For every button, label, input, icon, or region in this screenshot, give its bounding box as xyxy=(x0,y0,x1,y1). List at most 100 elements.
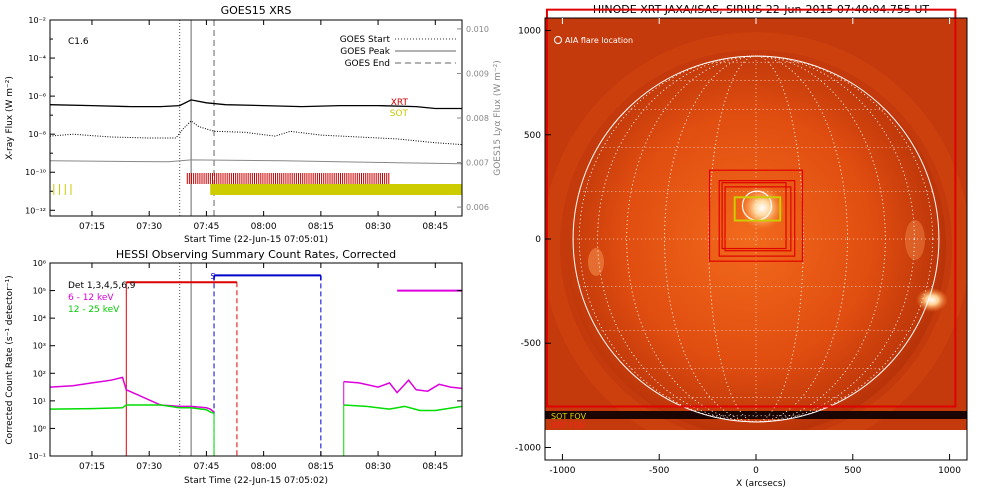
goes-y-right-tick-label: 0.006 xyxy=(466,203,489,212)
goes-title: GOES15 XRS xyxy=(221,4,292,17)
hinode-x-tick-label: -1000 xyxy=(549,466,575,476)
limb-flare-brightening xyxy=(916,288,948,312)
goes-y-axis-label: X-ray Flux (W m⁻²) xyxy=(5,76,15,160)
hessi-x-tick-label: 08:00 xyxy=(251,462,277,472)
hessi-x-tick-label: 07:45 xyxy=(193,462,219,472)
grid-meridian xyxy=(578,55,934,423)
xrt-fov-box xyxy=(718,180,796,257)
hessi-x-tick-label: 07:15 xyxy=(79,462,105,472)
hinode-x-axis-label: X (arcsecs) xyxy=(736,479,786,489)
hessi-x-tick-label: 07:30 xyxy=(136,462,162,472)
aia-flare-legend-label: AIA flare location xyxy=(565,36,633,45)
hessi-y-tick-label: 10⁶ xyxy=(33,259,46,268)
hinode-x-tick-label: 500 xyxy=(844,466,861,476)
hinode-y-tick-label: -1000 xyxy=(515,443,541,453)
label-xrt: XRT xyxy=(391,98,409,108)
xrt-fov-outer-box xyxy=(545,8,957,408)
hinode-y-tick-label: 1000 xyxy=(518,27,541,37)
hinode-overlays xyxy=(545,8,957,423)
hinode-axes: -1000 -500 0 500 1000 1000 500 0 -500 -1000 xyxy=(515,17,968,476)
hessi-axes: 07:15 07:30 07:45 08:00 08:15 08:30 08:45 10⁶ 10… xyxy=(28,259,462,472)
hessi-title: HESSI Observing Summary Count Rates, Cor… xyxy=(116,248,396,261)
sot-fov-label: SOT FOV xyxy=(551,412,587,421)
hessi-legend-12-25: 12 - 25 keV xyxy=(68,305,120,315)
hessi-y-tick-label: 10⁻¹ xyxy=(28,452,46,461)
xrt-fov-box xyxy=(721,182,787,250)
goes-y-tick-label: 10⁻⁸ xyxy=(28,130,46,139)
goes-series-line-2 xyxy=(50,159,462,165)
sot-fov-box xyxy=(733,196,782,222)
xrt-fov-box xyxy=(724,186,792,252)
corona-haze xyxy=(545,32,967,430)
goes-y-right-tick-label: 0.008 xyxy=(466,114,489,123)
plage-west xyxy=(905,220,925,260)
hessi-panel: HESSI Observing Summary Count Rates, Cor… xyxy=(5,248,463,486)
hessi-series-line-2 xyxy=(343,379,462,394)
goes-y-right-tick-label: 0.007 xyxy=(466,159,489,168)
goes-y-right-tick-label: 0.010 xyxy=(466,25,489,34)
goes-x-tick-label: 07:15 xyxy=(79,222,105,232)
hinode-x-tick-label: -500 xyxy=(649,466,670,476)
goes-y-right-tick-label: 0.009 xyxy=(466,69,489,78)
goes-flare-class: C1.6 xyxy=(68,37,89,47)
hessi-y-tick-label: 10¹ xyxy=(33,397,46,406)
sot-obs-bar xyxy=(210,184,462,195)
hessi-series-line-0 xyxy=(50,376,215,413)
goes-legend: GOES Start GOES Peak GOES End xyxy=(340,35,456,69)
goes-panel: GOES15 XRS 07:15 07:30 07:45 08:00 08:15 08:3… xyxy=(5,4,503,245)
plage-east xyxy=(588,248,604,276)
hessi-y-tick-label: 10⁵ xyxy=(33,287,46,296)
legend-goes-start-label: GOES Start xyxy=(340,35,391,45)
label-sot: SOT xyxy=(390,109,409,119)
hinode-x-tick-label: 0 xyxy=(753,466,759,476)
goes-y-right-axis-label: GOES15 Lyα Flux (W m⁻²) xyxy=(493,60,503,176)
hessi-y-tick-label: 10³ xyxy=(33,342,46,351)
goes-x-tick-label: 07:30 xyxy=(136,222,162,232)
goes-plot-area xyxy=(50,20,462,216)
goes-y-tick-label: 10⁻¹⁰ xyxy=(25,168,46,177)
hinode-y-tick-label: 500 xyxy=(524,131,541,141)
sun-disk xyxy=(566,56,946,430)
hessi-detectors-label: Det 1,3,4,5,6,9 xyxy=(68,281,136,291)
aia-flare-legend-symbol xyxy=(554,36,562,44)
hinode-image xyxy=(545,32,967,430)
xrt-fov-label: XRT FOV xyxy=(551,421,586,430)
hinode-y-tick-label: 0 xyxy=(535,235,541,245)
goes-series-line-1 xyxy=(50,120,462,146)
hessi-x-tick-label: 08:45 xyxy=(422,462,448,472)
solar-limb-circle xyxy=(572,55,940,423)
goes-x-tick-label: 07:45 xyxy=(193,222,219,232)
hessi-x-axis-label: Start Time (22-Jun-15 07:05:02) xyxy=(184,476,328,486)
legend-goes-peak-label: GOES Peak xyxy=(340,47,390,57)
goes-x-tick-label: 08:30 xyxy=(365,222,391,232)
hessi-y-axis-label: Corrected Count Rate (s⁻¹ detector⁻¹) xyxy=(5,275,15,444)
goes-x-tick-label: 08:00 xyxy=(251,222,277,232)
hessi-series-line-3 xyxy=(343,404,462,412)
goes-axes: 07:15 07:30 07:45 08:00 08:15 08:30 08:45 10⁻² 1… xyxy=(25,16,489,232)
goes-series-line-0 xyxy=(50,99,462,110)
hessi-x-tick-label: 08:15 xyxy=(308,462,334,472)
hessi-plot-area xyxy=(50,263,462,456)
goes-x-tick-label: 08:15 xyxy=(308,222,334,232)
hessi-x-tick-label: 08:30 xyxy=(365,462,391,472)
goes-y-tick-label: 10⁻² xyxy=(28,16,46,25)
xrt-fov-box xyxy=(708,169,804,262)
hinode-y-tick-label: -500 xyxy=(521,339,542,349)
hessi-y-tick-label: 10⁰ xyxy=(33,424,46,433)
hessi-y-tick-label: 10² xyxy=(33,369,46,378)
hinode-panel: HINODE XRT JAXA/ISAS, SIRIUS 22-Jun-2015… xyxy=(515,3,968,489)
goes-y-tick-label: 10⁻⁶ xyxy=(28,92,46,101)
hessi-saa-label: S xyxy=(210,272,215,281)
goes-x-tick-label: 08:45 xyxy=(422,222,448,232)
hinode-x-tick-label: 1000 xyxy=(938,466,961,476)
hessi-y-tick-label: 10⁴ xyxy=(33,314,46,323)
hessi-legend-6-12: 6 - 12 keV xyxy=(68,293,114,303)
goes-y-tick-label: 10⁻⁴ xyxy=(28,54,46,63)
goes-y-tick-label: 10⁻¹² xyxy=(25,206,46,215)
image-bottom-strip xyxy=(545,411,967,419)
hessi-series-line-1 xyxy=(50,404,215,415)
hessi-frame xyxy=(49,262,463,457)
legend-goes-end-label: GOES End xyxy=(345,59,390,69)
goes-x-axis-label: Start Time (22-Jun-15 07:05:01) xyxy=(184,235,328,245)
